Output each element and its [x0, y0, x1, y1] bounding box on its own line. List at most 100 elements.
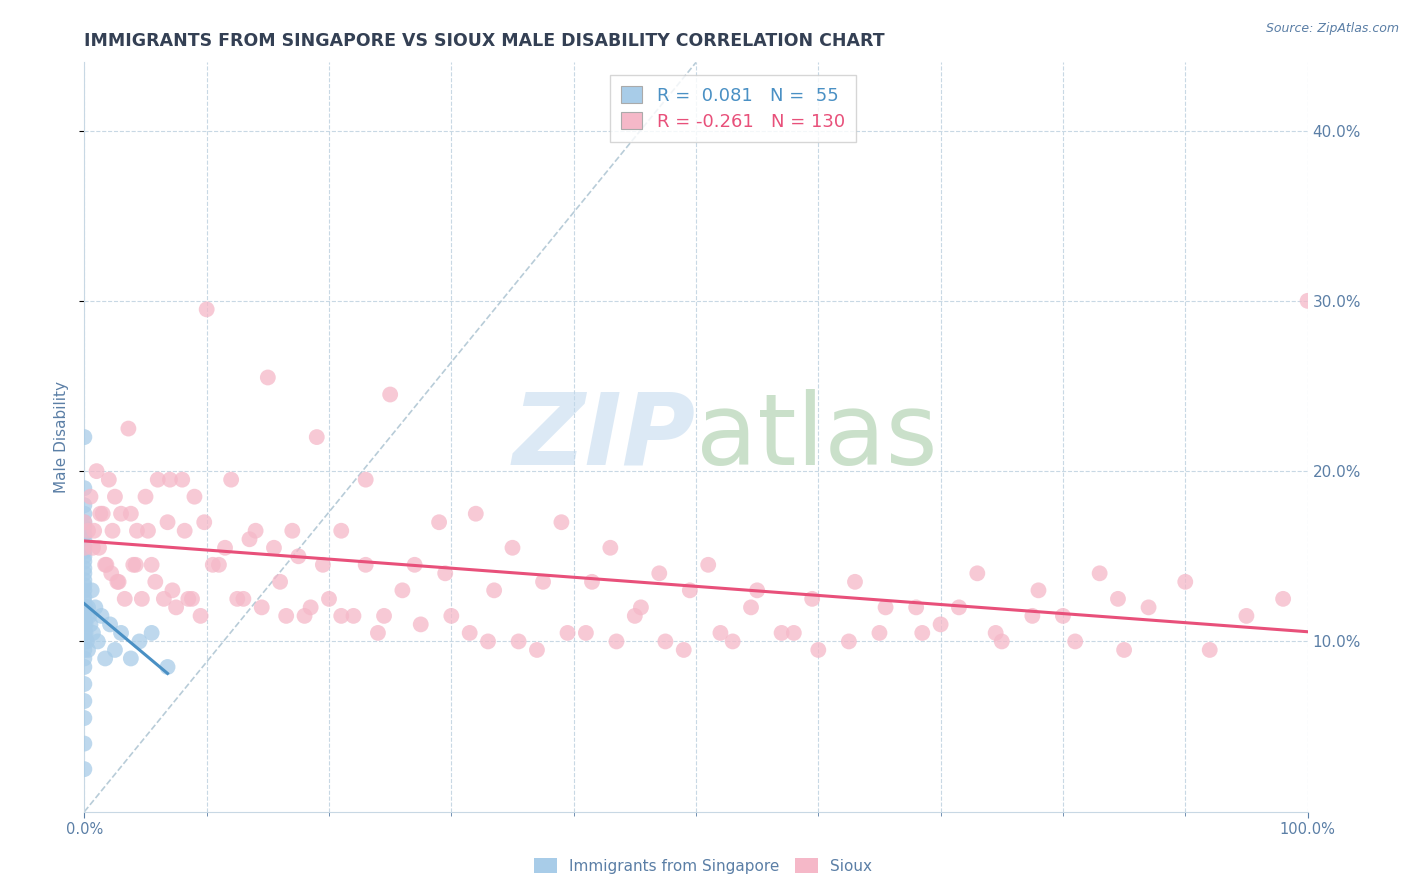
Point [330, 608, 353, 623]
Point [159, 473, 181, 487]
Point [367, 626, 389, 640]
Point [87, 634, 110, 648]
Point [73, 600, 96, 615]
Point [281, 524, 304, 538]
Point [104, 643, 127, 657]
Point [807, 643, 830, 657]
Point [1088, 566, 1111, 581]
Point [991, 634, 1014, 648]
Point [173, 524, 195, 538]
Point [73, 520, 96, 534]
Point [911, 626, 934, 640]
Point [599, 541, 621, 555]
Point [73, 554, 96, 568]
Point [948, 600, 970, 615]
Point [482, 583, 505, 598]
Point [464, 507, 486, 521]
Point [195, 302, 218, 317]
Point [125, 558, 148, 572]
Point [73, 651, 96, 665]
Point [73, 544, 96, 558]
Point [162, 583, 184, 598]
Point [966, 566, 988, 581]
Point [77, 524, 100, 538]
Point [73, 583, 96, 598]
Point [380, 387, 402, 401]
Point [98, 617, 121, 632]
Point [156, 660, 179, 674]
Point [91, 507, 114, 521]
Point [354, 558, 377, 572]
Point [201, 558, 224, 572]
Point [269, 574, 291, 589]
Point [427, 515, 450, 529]
Point [550, 515, 572, 529]
Point [73, 590, 96, 604]
Point [77, 643, 100, 657]
Point [672, 643, 695, 657]
Point [354, 473, 377, 487]
Point [120, 651, 142, 665]
Point [287, 549, 309, 564]
Point [79, 490, 101, 504]
Point [276, 608, 298, 623]
Point [630, 600, 652, 615]
Point [172, 473, 194, 487]
Point [77, 608, 100, 623]
Point [458, 626, 481, 640]
Point [844, 574, 866, 589]
Point [94, 651, 117, 665]
Point [1064, 634, 1087, 648]
Point [82, 541, 104, 555]
Point [294, 608, 316, 623]
Point [770, 626, 793, 640]
Point [801, 591, 824, 606]
Point [373, 608, 395, 623]
Point [100, 566, 122, 581]
Legend: Immigrants from Singapore, Sioux: Immigrants from Singapore, Sioux [527, 852, 879, 880]
Point [73, 677, 96, 691]
Point [747, 583, 769, 598]
Point [73, 515, 96, 529]
Point [153, 591, 176, 606]
Point [73, 737, 96, 751]
Point [73, 430, 96, 444]
Point [110, 626, 132, 640]
Point [104, 490, 127, 504]
Point [73, 617, 96, 632]
Point [654, 634, 676, 648]
Point [531, 574, 554, 589]
Point [245, 524, 267, 538]
Point [648, 566, 671, 581]
Point [141, 558, 163, 572]
Point [679, 583, 702, 598]
Point [73, 539, 96, 553]
Point [75, 626, 97, 640]
Point [76, 608, 98, 623]
Point [73, 533, 96, 547]
Point [73, 634, 96, 648]
Point [312, 558, 335, 572]
Point [697, 558, 720, 572]
Point [1137, 600, 1160, 615]
Point [89, 507, 111, 521]
Point [73, 762, 96, 776]
Point [110, 507, 132, 521]
Point [434, 566, 457, 581]
Point [219, 473, 242, 487]
Point [605, 634, 627, 648]
Point [73, 711, 96, 725]
Point [73, 626, 96, 640]
Point [330, 524, 353, 538]
Point [73, 507, 96, 521]
Point [90, 608, 112, 623]
Point [86, 464, 108, 478]
Point [94, 558, 117, 572]
Point [117, 421, 139, 435]
Point [73, 549, 96, 564]
Point [128, 634, 150, 648]
Point [73, 578, 96, 592]
Point [73, 498, 96, 512]
Text: ZIP: ZIP [513, 389, 696, 485]
Point [73, 527, 96, 541]
